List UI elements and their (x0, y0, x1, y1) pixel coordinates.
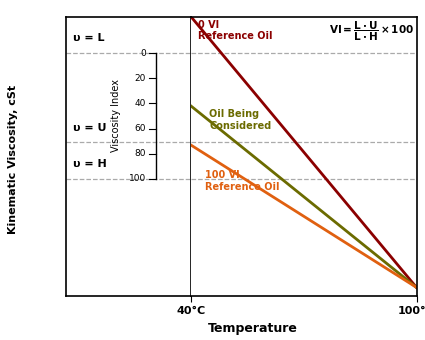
Text: υ = U: υ = U (74, 123, 107, 133)
Text: υ = L: υ = L (74, 33, 105, 44)
Text: $\mathbf{VI = \dfrac{L \cdot U}{L \cdot H} \times 100}$: $\mathbf{VI = \dfrac{L \cdot U}{L \cdot … (329, 20, 414, 43)
Text: 80: 80 (135, 149, 146, 158)
Text: Oil Being
Considered: Oil Being Considered (209, 109, 272, 131)
Text: Temperature: Temperature (208, 322, 298, 335)
Text: Viscosity Index: Viscosity Index (111, 80, 121, 152)
Text: 100 VI
Reference Oil: 100 VI Reference Oil (205, 170, 279, 192)
Text: Kinematic Viscosity, cSt: Kinematic Viscosity, cSt (8, 85, 18, 234)
Text: 20: 20 (135, 74, 146, 83)
Text: 40: 40 (135, 99, 146, 108)
Text: υ = H: υ = H (74, 159, 107, 169)
Text: 60: 60 (135, 124, 146, 133)
Text: 0: 0 (140, 49, 146, 58)
Text: 0 VI
Reference Oil: 0 VI Reference Oil (198, 20, 272, 41)
Text: 100: 100 (129, 174, 146, 183)
